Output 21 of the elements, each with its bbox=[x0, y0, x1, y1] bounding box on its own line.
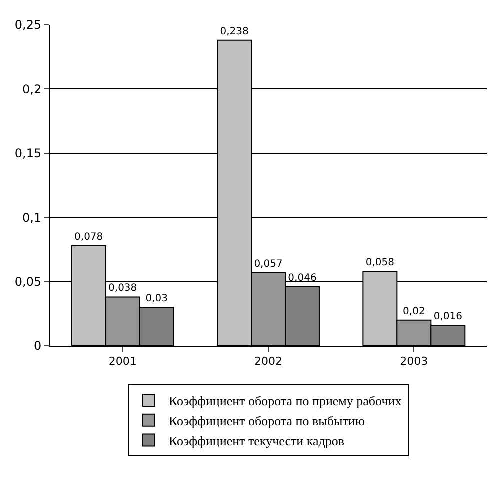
data-label: 0,078 bbox=[74, 232, 104, 243]
data-label: 0,238 bbox=[220, 26, 249, 38]
legend-label: Коэффициент оборота по выбытию bbox=[169, 413, 366, 428]
y-tick-label: 0,25 bbox=[14, 18, 42, 32]
data-label: 0,038 bbox=[108, 283, 138, 294]
data-label: 0,058 bbox=[366, 258, 394, 269]
data-label: 0,046 bbox=[288, 272, 317, 284]
legend-label: Коэффициент текучести кадров bbox=[169, 433, 344, 448]
data-label: 0,02 bbox=[403, 306, 426, 318]
x-tick-label: 2003 bbox=[400, 355, 428, 368]
data-label: 0,057 bbox=[254, 258, 283, 270]
legend-label: Коэффициент оборота по приему рабочих bbox=[169, 394, 402, 409]
x-tick-label: 2002 bbox=[254, 355, 282, 368]
y-tick-label: 0,1 bbox=[22, 210, 42, 225]
y-tick-label: 0,15 bbox=[14, 146, 42, 161]
data-label: 0,016 bbox=[434, 311, 462, 322]
data-label: 0,03 bbox=[146, 293, 168, 304]
x-tick-label: 2001 bbox=[108, 355, 137, 368]
y-tick-label: 0,05 bbox=[14, 275, 42, 289]
y-tick-label: 0,2 bbox=[22, 82, 42, 96]
y-tick-label: 0 bbox=[34, 339, 42, 354]
